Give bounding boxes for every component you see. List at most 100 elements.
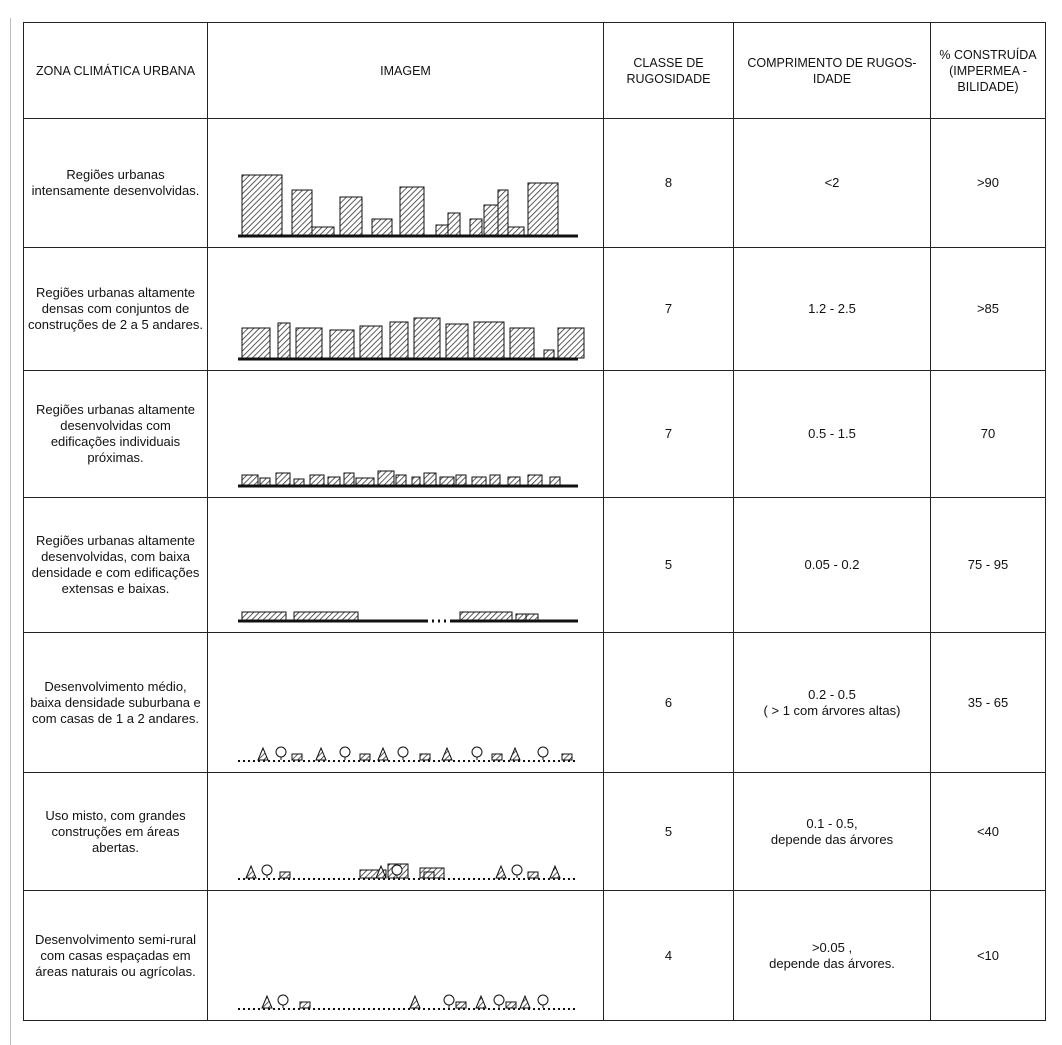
sketch (291, 753, 303, 760)
sketch (423, 871, 435, 878)
sketch (261, 994, 273, 1008)
zone-cell: Uso misto, com grandes construções em ár… (23, 772, 208, 891)
sketch (561, 753, 573, 760)
table-row: Regiões urbanas altamente densas com con… (23, 247, 1046, 371)
sketch (509, 327, 535, 358)
sketch (471, 746, 483, 757)
image-cell (207, 370, 604, 498)
table-row: Regiões urbanas altamente desenvolvidas,… (23, 497, 1046, 633)
sketch (527, 182, 559, 235)
length-line: depende das árvores. (769, 955, 895, 971)
sketch (293, 611, 359, 620)
window-edge (10, 18, 11, 1045)
class-cell: 5 (603, 772, 734, 891)
image-cell (207, 118, 604, 248)
sketch (315, 746, 327, 760)
roughness-table: ZONA CLIMÁTICA URBANA IMAGEM CLASSE DE RUG… (23, 22, 1046, 1021)
class-cell: 8 (603, 118, 734, 248)
sketch (443, 994, 455, 1005)
sketch (537, 746, 549, 757)
table-row: Desenvolvimento semi-rural com casas esp… (23, 890, 1046, 1021)
sketch (445, 323, 469, 358)
length-line: 1.2 - 2.5 (808, 301, 856, 316)
sketch (519, 994, 531, 1008)
sketch (497, 189, 509, 235)
sketch (515, 613, 527, 620)
sketch (241, 611, 287, 620)
sketch (471, 476, 487, 485)
sketch (241, 327, 271, 358)
sketch (245, 864, 257, 878)
image-cell (207, 632, 604, 773)
sketch (375, 864, 387, 878)
length-line: 0.5 - 1.5 (808, 426, 856, 441)
image-cell (207, 247, 604, 371)
built-cell: >90 (930, 118, 1046, 248)
sketch (395, 474, 407, 485)
sketch (275, 472, 291, 485)
built-cell: 70 (930, 370, 1046, 498)
zone-cell: Desenvolvimento médio, baixa densidade s… (23, 632, 208, 773)
zone-cell: Regiões urbanas altamente desenvolvidas,… (23, 497, 208, 633)
sketch (257, 746, 269, 760)
sketch (507, 476, 521, 485)
sketch (491, 753, 503, 760)
built-cell: >85 (930, 247, 1046, 371)
length-cell: <2 (733, 118, 931, 248)
sketch (397, 746, 409, 757)
length-cell: 1.2 - 2.5 (733, 247, 931, 371)
roughness-illustration (238, 746, 578, 762)
sketch (441, 746, 453, 760)
sketch (439, 476, 455, 485)
sketch (423, 472, 437, 485)
sketch (299, 1001, 311, 1008)
zone-cell: Regiões urbanas altamente densas com con… (23, 247, 208, 371)
sketch (295, 327, 323, 358)
sketch (241, 474, 259, 485)
sketch (311, 226, 335, 235)
sketch (409, 994, 421, 1008)
header-cell: IMAGEM (207, 22, 604, 119)
sketch (329, 329, 355, 358)
sketch (527, 871, 539, 878)
sketch (389, 321, 409, 358)
roughness-illustration (238, 317, 585, 360)
sketch (557, 327, 585, 358)
sketch (377, 470, 395, 485)
sketch (455, 1001, 467, 1008)
length-cell: 0.2 - 0.5( > 1 com árvores altas) (733, 632, 931, 773)
sketch (275, 746, 287, 757)
table-row: Regiões urbanas intensamente desenvolvid… (23, 118, 1046, 248)
length-line: >0.05 , (811, 939, 853, 955)
sketch (411, 476, 421, 485)
class-cell: 5 (603, 497, 734, 633)
sketch (277, 322, 291, 358)
sketch (355, 477, 375, 485)
sketch (419, 753, 431, 760)
sketch (475, 994, 487, 1008)
length-line: 0.2 - 0.5 (808, 686, 856, 702)
length-line: 0.05 - 0.2 (804, 557, 860, 572)
image-cell (207, 497, 604, 633)
sketch (489, 474, 501, 485)
sketch (377, 746, 389, 760)
sketch (371, 218, 393, 235)
header-cell: COMPRIMENTO DE RUGOS-IDADE (733, 22, 931, 119)
sketch (391, 864, 403, 875)
sketch (259, 477, 271, 485)
sketch (455, 474, 467, 485)
zone-cell: Regiões urbanas intensamente desenvolvid… (23, 118, 208, 248)
length-line: 0.1 - 0.5, (806, 815, 858, 831)
table-row: Uso misto, com grandes construções em ár… (23, 772, 1046, 891)
sketch (493, 994, 505, 1005)
zone-cell: Regiões urbanas altamente desenvolvidas … (23, 370, 208, 498)
sketch (473, 321, 505, 358)
sketch (413, 317, 441, 358)
length-line: <2 (824, 175, 840, 190)
length-line: ( > 1 com árvores altas) (763, 702, 901, 718)
zone-cell: Desenvolvimento semi-rural com casas esp… (23, 890, 208, 1021)
sketch (339, 746, 351, 757)
sketch (505, 1001, 517, 1008)
sketch (309, 474, 325, 485)
